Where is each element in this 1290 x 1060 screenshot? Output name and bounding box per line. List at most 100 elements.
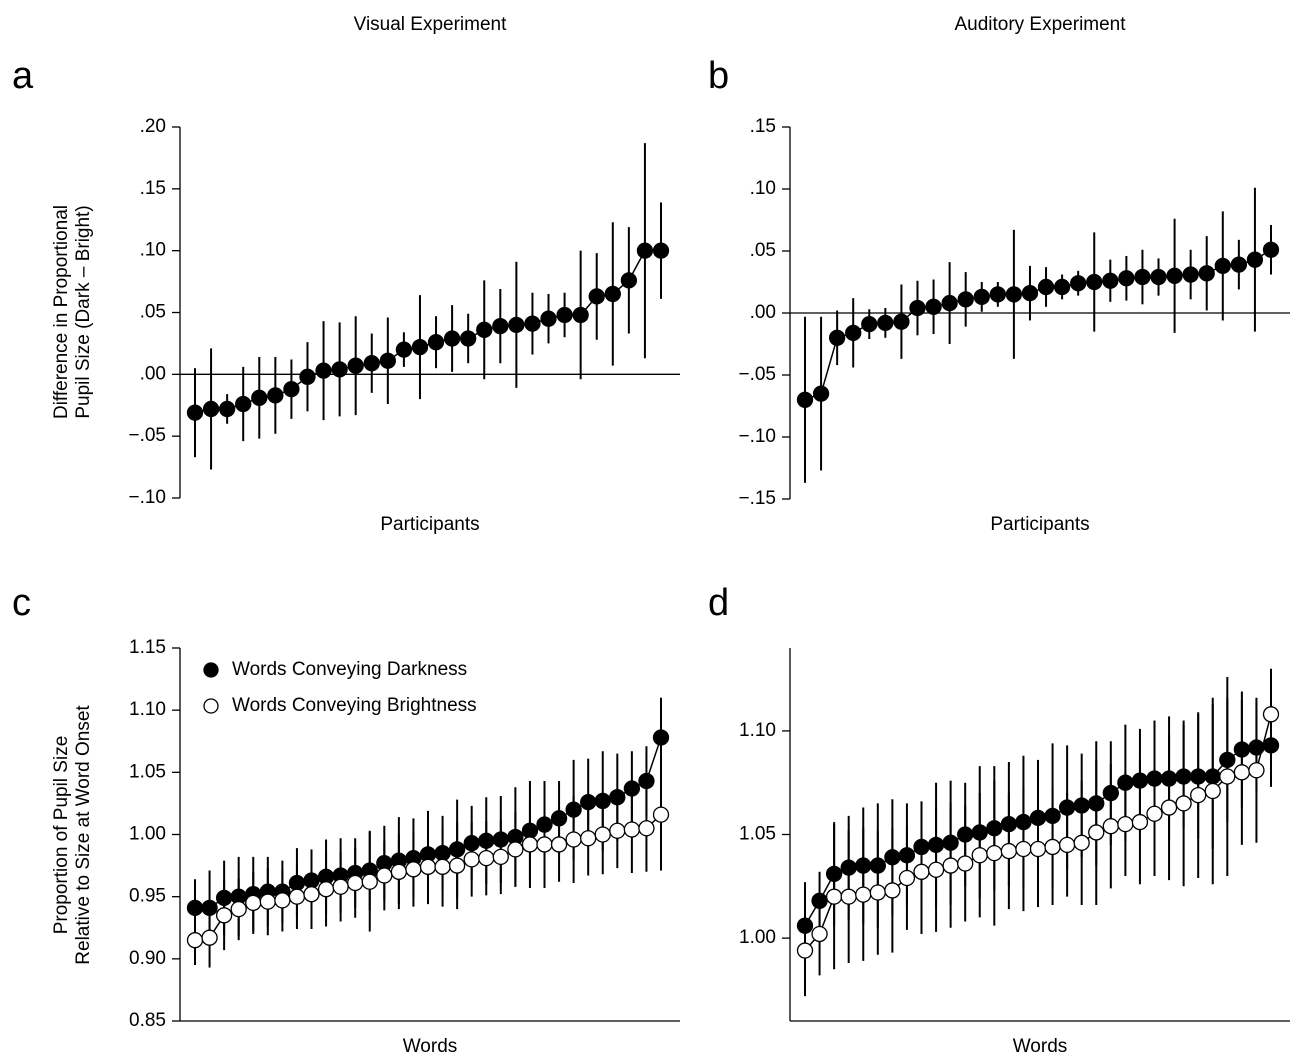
point <box>572 306 589 324</box>
point <box>395 341 413 358</box>
point <box>1190 786 1207 804</box>
point <box>315 362 332 379</box>
point <box>1262 241 1280 258</box>
y-tick-label: .15 <box>750 116 776 137</box>
y-tick-label: 1.05 <box>129 761 166 782</box>
point <box>1086 273 1103 291</box>
point <box>540 310 557 327</box>
point <box>1150 268 1167 286</box>
y-axis-label: Pupil Size (Dark – Bright) <box>73 205 94 418</box>
point <box>925 298 942 315</box>
point <box>507 841 524 858</box>
point <box>363 355 380 372</box>
point <box>283 381 300 398</box>
point <box>989 286 1006 303</box>
point <box>796 942 814 959</box>
point <box>331 361 348 378</box>
point <box>893 313 910 330</box>
point <box>840 888 857 905</box>
point <box>869 884 886 901</box>
point <box>1070 275 1087 292</box>
y-tick-label: 0.90 <box>129 948 166 969</box>
point <box>347 357 364 374</box>
y-tick-label: .10 <box>750 178 776 199</box>
panel-label: a <box>12 55 34 97</box>
y-tick-label: −.10 <box>738 426 776 447</box>
point <box>1102 818 1119 835</box>
point <box>652 242 670 259</box>
point <box>1246 251 1264 268</box>
point <box>332 878 349 895</box>
y-tick-label: .00 <box>750 302 776 323</box>
point <box>521 836 539 853</box>
point <box>1117 815 1134 833</box>
point <box>1134 268 1151 286</box>
y-tick-label: 1.10 <box>129 699 166 720</box>
point <box>898 869 916 887</box>
point <box>536 836 553 853</box>
point <box>230 900 247 918</box>
point <box>580 830 597 847</box>
panel-label: d <box>708 582 729 624</box>
x-axis-label: Words <box>1013 1036 1068 1057</box>
point <box>1015 840 1032 858</box>
point <box>973 288 990 306</box>
panel-label: b <box>708 55 729 97</box>
point <box>1175 795 1192 812</box>
point <box>427 334 445 351</box>
point <box>376 867 393 884</box>
y-tick-label: 1.10 <box>739 720 776 741</box>
series-line <box>194 249 661 414</box>
point <box>638 820 655 837</box>
point <box>259 893 276 910</box>
point <box>845 324 862 341</box>
point <box>609 822 626 839</box>
point <box>492 317 509 335</box>
point <box>202 400 220 418</box>
point <box>478 849 495 867</box>
point <box>877 314 894 332</box>
point <box>812 385 830 402</box>
point <box>1166 267 1183 284</box>
point <box>235 395 252 413</box>
point <box>957 291 974 308</box>
point <box>796 391 814 408</box>
point <box>1053 278 1071 296</box>
point <box>347 874 364 892</box>
point <box>1230 256 1248 273</box>
y-axis-label: Difference in Proportional <box>51 205 72 419</box>
point <box>855 886 872 903</box>
point <box>941 294 958 312</box>
point <box>1204 782 1221 800</box>
point <box>1146 805 1163 822</box>
point <box>652 806 670 823</box>
point <box>971 847 988 864</box>
point <box>390 863 408 880</box>
point <box>828 329 846 346</box>
y-tick-label: −.10 <box>128 487 166 508</box>
point <box>825 888 843 905</box>
point <box>1037 278 1055 296</box>
y-tick-label: 1.00 <box>739 927 776 948</box>
point <box>186 404 204 421</box>
point <box>251 389 268 406</box>
point <box>861 316 878 333</box>
point <box>361 873 378 890</box>
point <box>1198 265 1215 282</box>
point <box>267 387 284 404</box>
point <box>957 855 974 872</box>
point <box>594 826 611 843</box>
y-axis-label: Relative to Size at Word Onset <box>73 705 94 965</box>
point <box>448 857 466 874</box>
y-tick-label: .05 <box>140 302 166 323</box>
point <box>1102 272 1119 289</box>
point <box>1233 764 1251 781</box>
point <box>588 288 605 305</box>
point <box>604 285 621 303</box>
point <box>186 932 204 949</box>
legend-marker <box>203 662 219 678</box>
y-tick-label: .00 <box>140 363 166 384</box>
panel-label: c <box>12 582 31 624</box>
column-title: Auditory Experiment <box>954 14 1126 35</box>
